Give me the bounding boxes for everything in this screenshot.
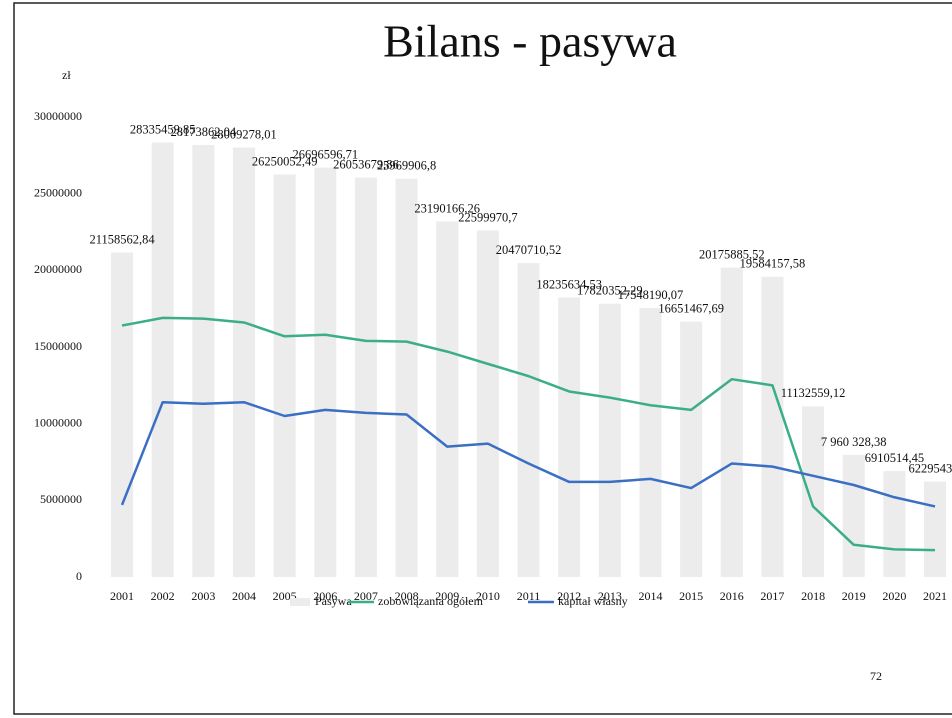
x-tick-label: 2021 [923,589,947,603]
bar [111,252,134,577]
x-tick-label: 2019 [842,589,866,603]
bar [314,167,337,577]
value-label: 28335459,85 [130,122,196,136]
value-label: 26696596,71 [292,148,358,162]
bar [924,481,947,577]
y-tick-label: 30000000 [34,109,82,123]
bar [517,263,540,577]
value-label: 20470710,52 [496,243,562,257]
value-label: 17548190,07 [618,288,684,302]
value-label: 28009278,01 [211,127,277,141]
bar [395,178,418,577]
value-label: 28173862,04 [171,125,237,139]
value-label: 21158562,84 [89,232,155,246]
value-label: 11132559,12 [781,386,846,400]
y-tick-label: 20000000 [34,262,82,276]
value-label: 25969906,8 [377,159,436,173]
x-tick-label: 2017 [760,589,784,603]
bar [842,454,865,577]
value-label: 6229543,6 [908,461,952,475]
bar [232,147,255,577]
chart-title: Bilans - pasywa [383,16,677,67]
x-tick-label: 2006 [313,589,337,603]
bar [680,321,703,577]
bar [273,174,296,577]
x-tick-label: 2009 [435,589,459,603]
x-tick-label: 2012 [557,589,581,603]
bar [151,142,174,577]
line [120,400,936,508]
x-tick-label: 2015 [679,589,703,603]
x-tick-label: 2010 [476,589,500,603]
value-label: 26053679,86 [333,157,399,171]
bar [436,221,459,577]
x-tick-label: 2014 [638,589,662,603]
x-tick-label: 2002 [151,589,175,603]
value-label: 16651467,69 [658,302,724,316]
x-tick-label: 2001 [110,589,134,603]
value-label: 23190166,26 [414,201,480,215]
bar [802,406,825,577]
legend-label: Pasywa [315,594,352,608]
x-tick-label: 2004 [232,589,256,603]
x-tick-label: 2016 [720,589,744,603]
legend-swatch [290,598,310,606]
y-tick-label: 25000000 [34,185,82,199]
x-tick-label: 2013 [598,589,622,603]
value-label: 20175885,52 [699,248,765,262]
x-tick-label: 2020 [882,589,906,603]
bar [720,267,743,577]
page-number: 72 [870,669,882,683]
legend-label: kapitał własny [558,594,628,608]
bar [354,177,377,577]
x-tick-label: 2003 [191,589,215,603]
line [121,316,936,552]
bar [476,230,499,578]
x-tick-label: 2018 [801,589,825,603]
value-label: 19584157,58 [740,257,806,271]
y-unit: zł [62,68,71,82]
value-label: 6910514,45 [865,451,924,465]
bar [192,145,215,577]
y-tick-label: 0 [76,569,82,583]
value-label: 22599970,7 [458,210,517,224]
x-tick-label: 2008 [395,589,419,603]
x-tick-label: 2011 [517,589,541,603]
bar [558,297,581,577]
x-tick-label: 2007 [354,589,378,603]
y-tick-label: 15000000 [34,339,82,353]
value-label: 18235634,53 [536,277,602,291]
bar [761,276,784,577]
bar [883,471,906,577]
y-tick-label: 5000000 [40,492,82,506]
y-tick-label: 10000000 [34,415,82,429]
bar [598,303,621,577]
legend-label: zobowiązania ogółem [378,594,484,608]
bar [639,307,662,577]
value-label: 26250052,49 [252,154,318,168]
value-label: 17820352,29 [577,284,643,298]
value-label: 7 960 328,38 [821,435,887,449]
